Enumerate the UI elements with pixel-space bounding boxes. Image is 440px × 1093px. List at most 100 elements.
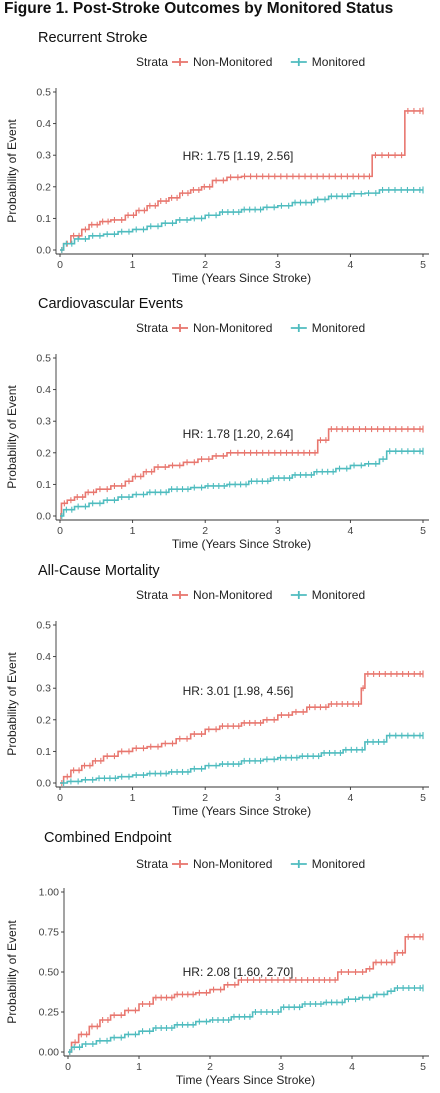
x-tick-label: 1	[130, 792, 136, 804]
x-tick-label: 2	[202, 792, 208, 804]
x-axis-label: Time (Years Since Stroke)	[172, 271, 311, 285]
x-tick-label: 3	[278, 1061, 284, 1073]
y-axis-label: Probability of Event	[5, 920, 19, 1024]
y-tick-label: 0.2	[36, 714, 51, 726]
x-tick-label: 0	[57, 525, 63, 537]
series-line-monitored	[60, 450, 423, 517]
x-tick-label: 4	[347, 259, 353, 271]
x-axis-label: Time (Years Since Stroke)	[172, 804, 311, 818]
x-tick-label: 5	[420, 1061, 426, 1073]
y-tick-label: 0.5	[36, 353, 51, 365]
x-tick-label: 4	[347, 792, 353, 804]
figure-title: Figure 1. Post-Stroke Outcomes by Monito…	[4, 0, 394, 17]
x-tick-label: 1	[130, 259, 136, 271]
series-line-non-monitored	[60, 673, 423, 784]
series-line-monitored	[68, 987, 423, 1053]
x-tick-label: 1	[130, 525, 136, 537]
series-line-monitored	[60, 189, 423, 251]
y-tick-label: 0.0	[36, 511, 51, 523]
chart-svg: Recurrent Stroke Strata Non-Monitored Monit…	[5, 30, 429, 285]
legend-label-monitored: Monitored	[312, 857, 365, 871]
hazard-ratio-annotation: HR: 3.01 [1.98, 4.56]	[183, 684, 294, 698]
x-tick-label: 1	[136, 1061, 142, 1073]
legend-label-non-monitored: Non-Monitored	[193, 321, 272, 335]
series-line-non-monitored	[60, 110, 423, 251]
x-tick-label: 5	[420, 792, 426, 804]
y-tick-label: 0.5	[36, 87, 51, 99]
y-tick-label: 0.4	[36, 118, 51, 130]
chart-title: Recurrent Stroke	[38, 30, 148, 46]
chart-title: Combined Endpoint	[44, 830, 171, 846]
x-tick-label: 5	[420, 259, 426, 271]
series-line-non-monitored	[68, 936, 423, 1053]
chart-panel-recurrent-stroke: Recurrent Stroke Strata Non-Monitored Monit…	[0, 22, 440, 292]
x-tick-label: 4	[347, 525, 353, 537]
x-tick-label: 0	[57, 792, 63, 804]
chart-panel-all-cause-mortality: All-Cause Mortality Strata Non-Monitored Mo…	[0, 555, 440, 825]
x-tick-label: 0	[57, 259, 63, 271]
y-tick-label: 0.1	[36, 479, 51, 491]
y-tick-label: 0.4	[36, 384, 51, 396]
y-tick-label: 0.1	[36, 213, 51, 225]
x-tick-label: 4	[349, 1061, 355, 1073]
chart-svg: All-Cause Mortality Strata Non-Monitored Mo…	[5, 563, 429, 818]
y-tick-label: 0.2	[36, 181, 51, 193]
x-tick-label: 3	[275, 792, 281, 804]
series-monitored	[68, 984, 424, 1055]
x-tick-label: 2	[202, 259, 208, 271]
y-tick-label: 0.3	[36, 150, 51, 162]
x-tick-label: 3	[275, 525, 281, 537]
chart-svg: Combined Endpoint Strata Non-Monitored Moni…	[5, 830, 429, 1087]
y-tick-label: 0.25	[39, 1007, 60, 1019]
series-non-monitored	[60, 107, 424, 253]
x-axis-label: Time (Years Since Stroke)	[176, 1073, 315, 1087]
legend-title: Strata	[136, 588, 168, 602]
legend: Strata Non-Monitored Monitored	[136, 857, 365, 871]
x-tick-label: 5	[420, 525, 426, 537]
legend-title: Strata	[136, 857, 168, 871]
legend-label-non-monitored: Non-Monitored	[193, 55, 272, 69]
y-tick-label: 0.50	[39, 967, 60, 979]
series-monitored	[60, 447, 424, 519]
chart-svg: Cardiovascular Events Strata Non-Monitored…	[5, 296, 429, 551]
legend-label-monitored: Monitored	[312, 55, 365, 69]
series-non-monitored	[60, 670, 424, 786]
y-tick-label: 0.4	[36, 651, 51, 663]
legend: Strata Non-Monitored Monitored	[136, 55, 365, 69]
series-line-monitored	[60, 734, 423, 784]
x-tick-label: 2	[202, 525, 208, 537]
y-axis-label: Probability of Event	[5, 119, 19, 223]
y-tick-label: 0.00	[39, 1047, 60, 1059]
hazard-ratio-annotation: HR: 2.08 [1.60, 2.70]	[183, 965, 294, 979]
legend-label-monitored: Monitored	[312, 321, 365, 335]
y-tick-label: 0.3	[36, 683, 51, 695]
y-tick-label: 0.3	[36, 416, 51, 428]
y-tick-label: 1.00	[39, 887, 60, 899]
chart-panel-cardiovascular-events: Cardiovascular Events Strata Non-Monitored…	[0, 288, 440, 558]
legend-label-monitored: Monitored	[312, 588, 365, 602]
chart-title: Cardiovascular Events	[38, 296, 183, 312]
y-axis-label: Probability of Event	[5, 652, 19, 756]
x-tick-label: 3	[275, 259, 281, 271]
chart-panel-combined-endpoint: Combined Endpoint Strata Non-Monitored Moni…	[0, 822, 440, 1088]
x-tick-label: 2	[207, 1061, 213, 1073]
y-tick-label: 0.5	[36, 620, 51, 632]
y-tick-label: 0.1	[36, 746, 51, 758]
legend: Strata Non-Monitored Monitored	[136, 321, 365, 335]
hazard-ratio-annotation: HR: 1.78 [1.20, 2.64]	[183, 427, 294, 441]
legend-title: Strata	[136, 321, 168, 335]
chart-title: All-Cause Mortality	[38, 563, 160, 579]
legend-label-non-monitored: Non-Monitored	[193, 857, 272, 871]
y-tick-label: 0.2	[36, 447, 51, 459]
y-tick-label: 0.75	[39, 927, 60, 939]
legend: Strata Non-Monitored Monitored	[136, 588, 365, 602]
x-axis-label: Time (Years Since Stroke)	[172, 537, 311, 551]
x-tick-label: 0	[65, 1061, 71, 1073]
y-axis-label: Probability of Event	[5, 385, 19, 489]
series-monitored	[60, 186, 424, 253]
legend-label-non-monitored: Non-Monitored	[193, 588, 272, 602]
series-non-monitored	[60, 425, 424, 519]
legend-title: Strata	[136, 55, 168, 69]
y-tick-label: 0.0	[36, 245, 51, 257]
y-tick-label: 0.0	[36, 778, 51, 790]
